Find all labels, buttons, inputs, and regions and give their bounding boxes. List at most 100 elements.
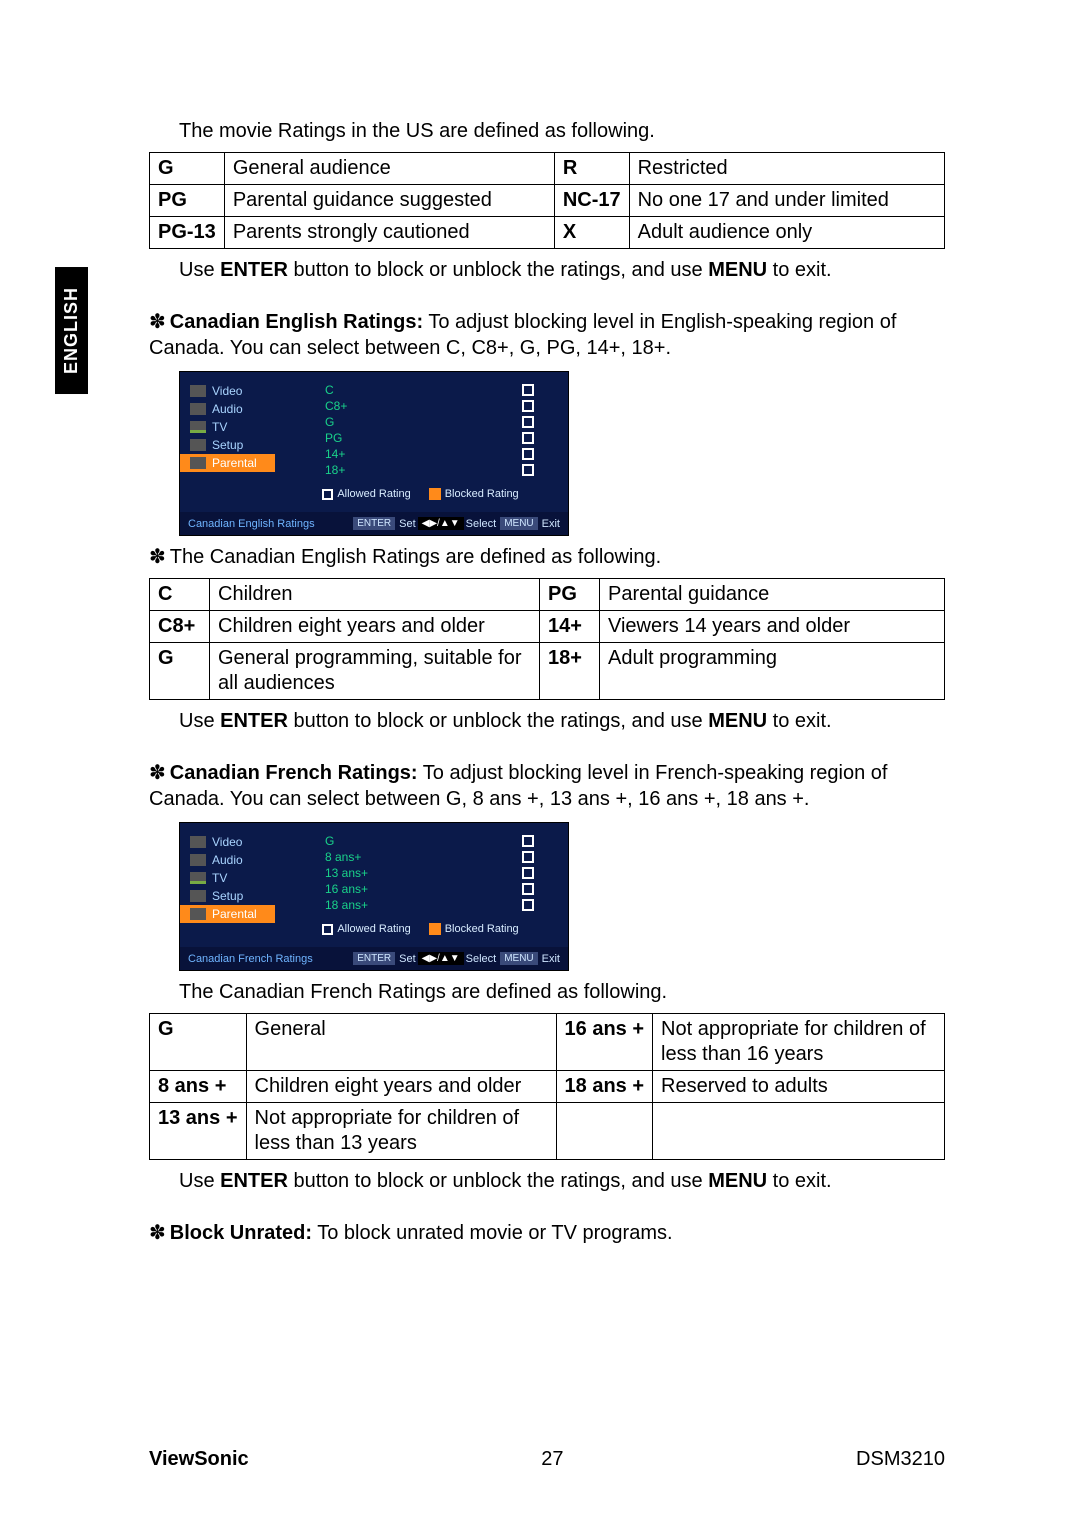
osd-side-label: Setup: [212, 889, 243, 903]
star-icon: ✽: [149, 546, 166, 568]
table-cell: NC-17: [554, 185, 629, 217]
osd-side-label: Video: [212, 384, 242, 398]
table-cell: Adult programming: [600, 643, 945, 700]
setup-icon: [190, 439, 206, 451]
osd-rating-row: 16 ans+: [285, 881, 556, 897]
video-icon: [190, 836, 206, 848]
osd-rating-label: 16 ans+: [325, 882, 368, 896]
table-cell: X: [554, 217, 629, 249]
t: button to block or unblock the ratings, …: [288, 259, 708, 281]
checkbox-icon: [322, 489, 333, 500]
table-cell: Viewers 14 years and older: [600, 611, 945, 643]
legend-blocked: Blocked Rating: [429, 923, 519, 935]
table-cell: R: [554, 153, 629, 185]
footer-brand: ViewSonic: [149, 1448, 249, 1471]
t: Exit: [542, 518, 560, 530]
video-icon: [190, 385, 206, 397]
hint-line-1: Use ENTER button to block or unblock the…: [179, 257, 945, 283]
osd-side-label: Video: [212, 835, 242, 849]
osd-footer-controls: ENTERSet◀▶/▲▼SelectMENUExit: [351, 952, 560, 965]
t: Select: [466, 953, 497, 965]
ce-ratings-table: CChildrenPGParental guidanceC8+Children …: [149, 578, 945, 700]
ce-osd-screenshot: VideoAudioTVSetupParentalCC8+GPG14+18+Al…: [179, 371, 569, 536]
table-cell: [653, 1103, 945, 1160]
menu-key: MENU: [708, 1170, 767, 1192]
table-cell: Children eight years and older: [210, 611, 540, 643]
osd-rating-label: 13 ans+: [325, 866, 368, 880]
star-icon: ✽: [149, 311, 166, 333]
checkbox-icon: [522, 835, 534, 847]
table-cell: 16 ans +: [556, 1014, 653, 1071]
osd-rating-label: C8+: [325, 399, 347, 413]
menu-badge: MENU: [500, 517, 537, 530]
table-cell: Parents strongly cautioned: [224, 217, 554, 249]
par-icon: [190, 908, 206, 920]
t: The Canadian English Ratings are defined…: [170, 546, 661, 568]
star-icon: ✽: [149, 1222, 166, 1244]
checkbox-icon: [522, 851, 534, 863]
osd-side-label: Audio: [212, 402, 243, 416]
cf-ratings-table: GGeneral16 ans +Not appropriate for chil…: [149, 1013, 945, 1160]
osd-side-item: Audio: [180, 400, 275, 418]
table-cell: PG: [150, 185, 225, 217]
table-cell: PG-13: [150, 217, 225, 249]
ce-heading: Canadian English Ratings:: [170, 311, 423, 333]
osd-title: Canadian English Ratings: [188, 518, 315, 530]
table-cell: Children eight years and older: [246, 1071, 556, 1103]
arrows-icon: ◀▶/▲▼: [418, 517, 464, 530]
t: Use: [179, 1170, 220, 1192]
osd-legend: Allowed RatingBlocked Rating: [285, 478, 556, 508]
legend-allowed: Allowed Rating: [322, 923, 410, 935]
lock-icon: [429, 923, 441, 935]
block-unrated-heading: Block Unrated:: [170, 1222, 312, 1244]
osd-rating-row: 8 ans+: [285, 849, 556, 865]
us-ratings-table: GGeneral audienceRRestrictedPGParental g…: [149, 152, 945, 249]
checkbox-icon: [522, 400, 534, 412]
menu-key: MENU: [708, 259, 767, 281]
t: Set: [399, 953, 416, 965]
ce-heading-para: ✽Canadian English Ratings: To adjust blo…: [149, 309, 945, 361]
enter-key: ENTER: [220, 710, 288, 732]
language-side-tab: ENGLISH: [55, 267, 88, 394]
tv-icon: [190, 872, 206, 884]
osd-rating-row: 18 ans+: [285, 897, 556, 913]
t: Set: [399, 518, 416, 530]
osd-rating-row: 14+: [285, 446, 556, 462]
t: Use: [179, 259, 220, 281]
osd-legend: Allowed Rating Blocked Rating: [285, 913, 556, 943]
cf-heading-para: ✽Canadian French Ratings: To adjust bloc…: [149, 760, 945, 812]
star-icon: ✽: [149, 762, 166, 784]
table-cell: G: [150, 1014, 247, 1071]
footer-page-number: 27: [541, 1448, 563, 1471]
table-cell: G: [150, 643, 210, 700]
arrows-icon: ◀▶/▲▼: [418, 952, 464, 965]
table-cell: 18 ans +: [556, 1071, 653, 1103]
block-unrated-text: To block unrated movie or TV programs.: [312, 1222, 673, 1244]
osd-side-label: Parental: [212, 907, 257, 921]
checkbox-icon: [322, 924, 333, 935]
osd-rating-label: G: [325, 834, 334, 848]
table-cell: Children: [210, 579, 540, 611]
t: to exit.: [767, 710, 831, 732]
table-cell: PG: [540, 579, 600, 611]
osd-rating-row: C8+: [285, 398, 556, 414]
osd-title: Canadian French Ratings: [188, 953, 313, 965]
osd-side-item: Parental: [180, 454, 275, 472]
t: button to block or unblock the ratings, …: [288, 1170, 708, 1192]
osd-side-item: Video: [180, 833, 275, 851]
osd-side-label: Setup: [212, 438, 243, 452]
osd-side-item: Setup: [180, 436, 275, 454]
hint-line-2: Use ENTER button to block or unblock the…: [179, 708, 945, 734]
table-cell: General audience: [224, 153, 554, 185]
table-cell: Parental guidance suggested: [224, 185, 554, 217]
table-cell: 8 ans +: [150, 1071, 247, 1103]
ce-def-intro: ✽The Canadian English Ratings are define…: [149, 544, 945, 570]
osd-rating-row: G: [285, 833, 556, 849]
osd-side-label: Parental: [212, 456, 257, 470]
osd-rating-label: 18 ans+: [325, 898, 368, 912]
table-cell: 18+: [540, 643, 600, 700]
audio-icon: [190, 403, 206, 415]
legend-allowed: Allowed Rating: [322, 488, 410, 500]
tv-icon: [190, 421, 206, 433]
us-intro: The movie Ratings in the US are defined …: [179, 118, 945, 144]
